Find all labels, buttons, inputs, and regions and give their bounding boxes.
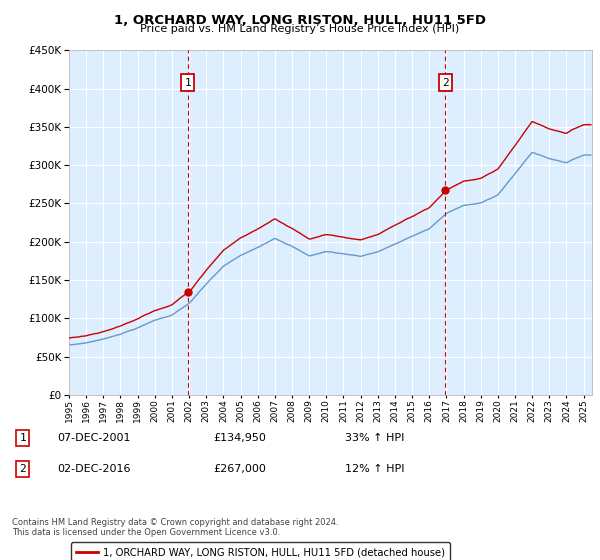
Text: 1: 1 (19, 433, 26, 443)
Text: 02-DEC-2016: 02-DEC-2016 (57, 464, 131, 474)
Text: 2: 2 (19, 464, 26, 474)
Text: £267,000: £267,000 (213, 464, 266, 474)
Text: 07-DEC-2001: 07-DEC-2001 (57, 433, 131, 443)
Text: Price paid vs. HM Land Registry’s House Price Index (HPI): Price paid vs. HM Land Registry’s House … (140, 24, 460, 34)
Text: 1: 1 (184, 77, 191, 87)
Text: 2: 2 (442, 77, 448, 87)
Legend: 1, ORCHARD WAY, LONG RISTON, HULL, HU11 5FD (detached house), HPI: Average price: 1, ORCHARD WAY, LONG RISTON, HULL, HU11 … (71, 543, 451, 560)
Text: 1, ORCHARD WAY, LONG RISTON, HULL, HU11 5FD: 1, ORCHARD WAY, LONG RISTON, HULL, HU11 … (114, 14, 486, 27)
Text: 12% ↑ HPI: 12% ↑ HPI (345, 464, 404, 474)
Text: £134,950: £134,950 (213, 433, 266, 443)
Text: Contains HM Land Registry data © Crown copyright and database right 2024.
This d: Contains HM Land Registry data © Crown c… (12, 518, 338, 538)
Text: 33% ↑ HPI: 33% ↑ HPI (345, 433, 404, 443)
